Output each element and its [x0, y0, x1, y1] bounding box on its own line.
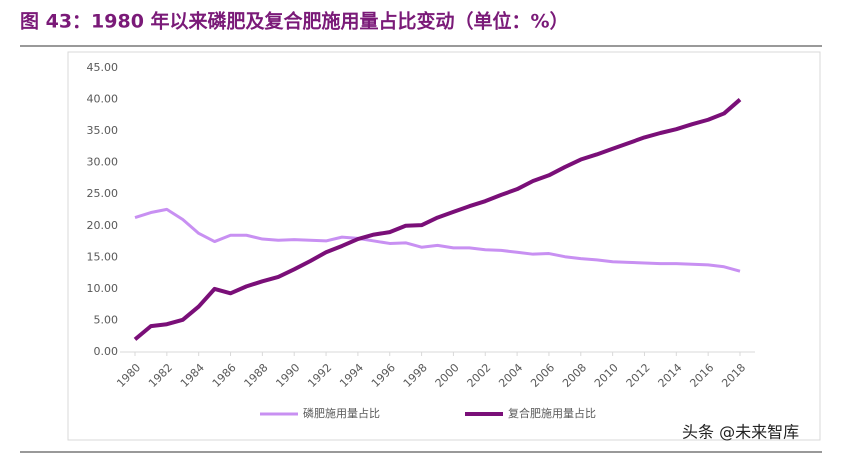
series-line: [133, 98, 742, 341]
x-tick-label: 1988: [242, 361, 271, 390]
x-tick-label: 1982: [146, 361, 175, 390]
y-tick-label: 0.00: [94, 345, 119, 358]
y-tick-label: 45.00: [87, 61, 119, 74]
series-line: [134, 207, 741, 273]
y-tick-label: 30.00: [87, 156, 119, 169]
x-tick-label: 2002: [465, 361, 494, 390]
x-tick-label: 2012: [624, 361, 653, 390]
legend-label: 复合肥施用量占比: [508, 406, 596, 420]
x-tick-label: 1996: [369, 361, 398, 390]
x-tick-label: 1992: [305, 361, 334, 390]
x-tick-label: 1984: [178, 361, 207, 390]
x-tick-label: 2018: [719, 361, 748, 390]
legend-label: 磷肥施用量占比: [303, 406, 380, 420]
x-tick-label: 2014: [656, 361, 685, 390]
y-tick-label: 35.00: [87, 124, 119, 137]
x-tick-label: 2008: [560, 361, 589, 390]
x-tick-label: 1990: [273, 361, 302, 390]
y-tick-label: 25.00: [87, 187, 119, 200]
watermark: 头条 @未来智库: [682, 423, 799, 442]
x-tick-label: 1986: [210, 361, 239, 390]
y-tick-label: 20.00: [87, 219, 119, 232]
x-tick-label: 1998: [401, 361, 430, 390]
y-tick-label: 5.00: [94, 313, 119, 326]
x-tick-label: 2000: [433, 361, 462, 390]
x-tick-label: 2010: [592, 361, 621, 390]
x-tick-label: 2004: [496, 361, 525, 390]
y-tick-label: 10.00: [87, 282, 119, 295]
y-tick-label: 15.00: [87, 250, 119, 263]
x-tick-label: 1994: [337, 361, 366, 390]
chart-title: 图 43：1980 年以来磷肥及复合肥施用量占比变动（单位：%）: [20, 10, 569, 33]
x-tick-label: 1980: [114, 361, 143, 390]
x-tick-label: 2006: [528, 361, 557, 390]
y-tick-label: 40.00: [87, 93, 119, 106]
x-tick-label: 2016: [687, 361, 716, 390]
chart-frame: [67, 51, 821, 441]
